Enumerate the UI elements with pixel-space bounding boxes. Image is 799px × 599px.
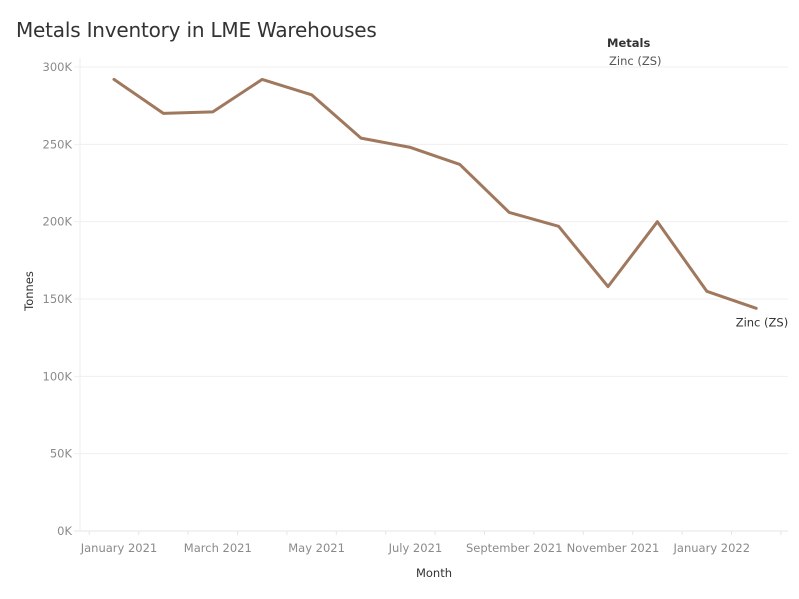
y-tick-label: 0K xyxy=(57,524,72,538)
x-tick-label: March 2021 xyxy=(184,541,252,555)
y-axis-ticks: 0K 50K 100K 150K 200K 250K 300K xyxy=(43,60,73,538)
y-tick-label: 50K xyxy=(50,447,73,461)
y-tick-label: 250K xyxy=(43,137,73,151)
y-tick-label: 200K xyxy=(43,215,73,229)
x-axis-ticks: January 2021 March 2021 May 2021 July 2021 S… xyxy=(80,531,782,555)
x-tick-label: September 2021 xyxy=(466,541,563,555)
y-tick-label: 150K xyxy=(43,292,73,306)
y-axis-title: Tonnes xyxy=(22,271,36,312)
x-tick-label: January 2021 xyxy=(80,541,158,555)
series-line-zinc[interactable] xyxy=(112,77,758,310)
series-end-label: Zinc (ZS) xyxy=(736,315,789,329)
x-axis-title: Month xyxy=(416,566,452,580)
y-tick-label: 100K xyxy=(43,369,73,383)
legend-title: Metals xyxy=(607,36,651,50)
series-lines: Zinc (ZS) xyxy=(112,77,789,329)
legend-item-zinc[interactable]: Zinc (ZS) xyxy=(609,54,662,68)
gridlines xyxy=(74,58,788,532)
x-tick-label: January 2022 xyxy=(673,541,751,555)
y-tick-label: 300K xyxy=(43,60,73,74)
x-tick-label: July 2021 xyxy=(388,541,443,555)
chart-title: Metals Inventory in LME Warehouses xyxy=(16,18,377,42)
x-tick-label: May 2021 xyxy=(288,541,345,555)
x-tick-label: November 2021 xyxy=(567,541,660,555)
